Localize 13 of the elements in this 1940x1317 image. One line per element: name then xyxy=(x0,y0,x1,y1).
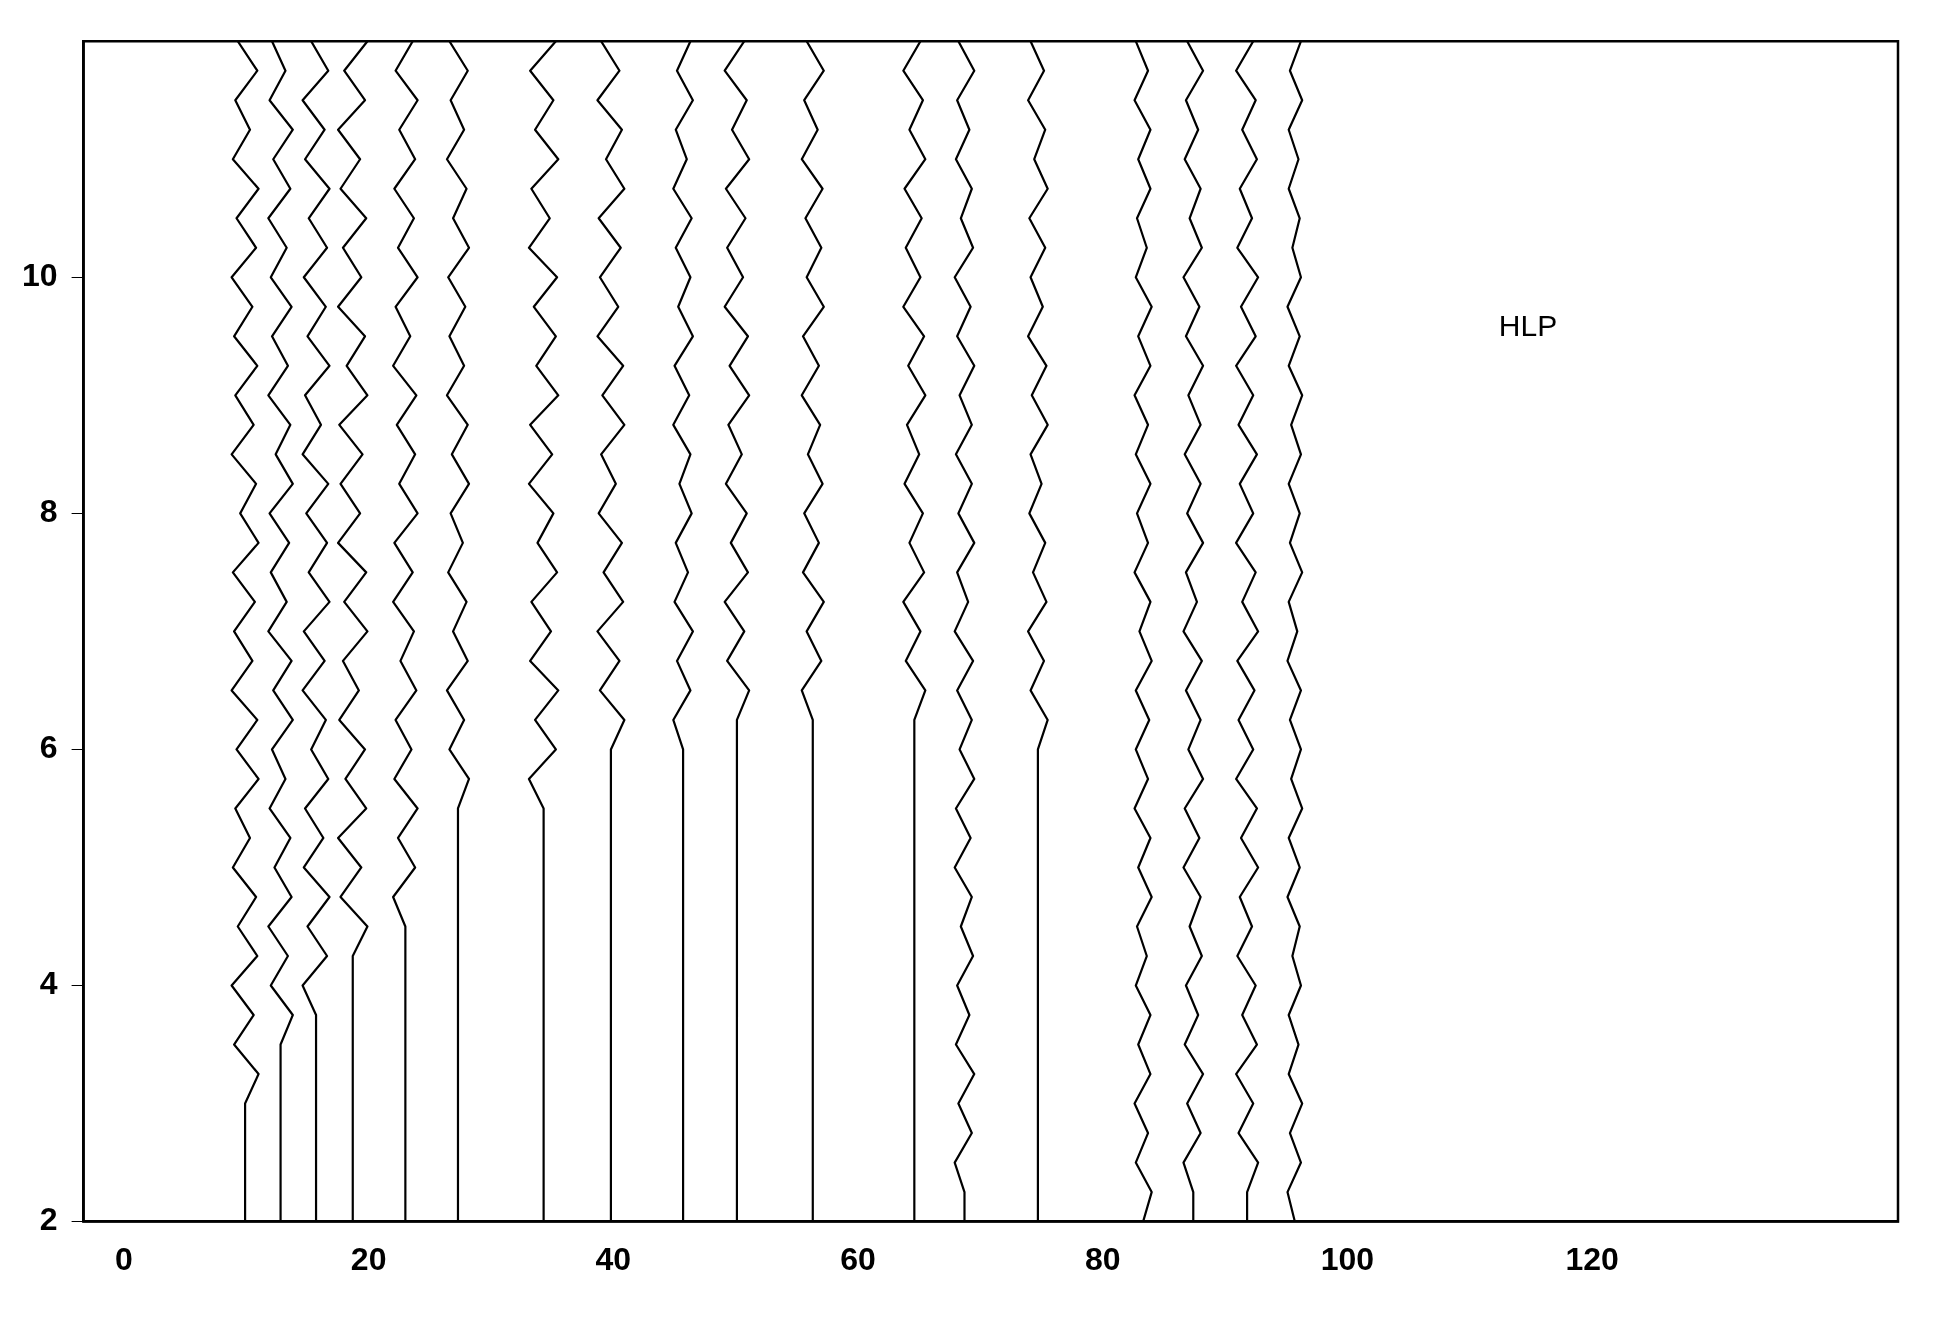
x-tick-label: 80 xyxy=(1084,1240,1121,1277)
x-tick-label: 100 xyxy=(1320,1240,1375,1277)
x-tick-label: 40 xyxy=(595,1240,632,1277)
y-tick-label: 8 xyxy=(39,493,58,530)
y-tick-label: 2 xyxy=(39,1201,58,1238)
annotation: HLP xyxy=(1498,309,1558,343)
x-tick-label: 0 xyxy=(115,1240,133,1277)
x-tick-label: 20 xyxy=(350,1240,387,1277)
y-tick-label: 4 xyxy=(39,965,58,1002)
y-tick-label: 6 xyxy=(39,729,58,766)
y-tick-label: 10 xyxy=(22,257,58,294)
x-tick-label: 120 xyxy=(1565,1240,1619,1277)
x-tick-label: 60 xyxy=(840,1240,876,1277)
